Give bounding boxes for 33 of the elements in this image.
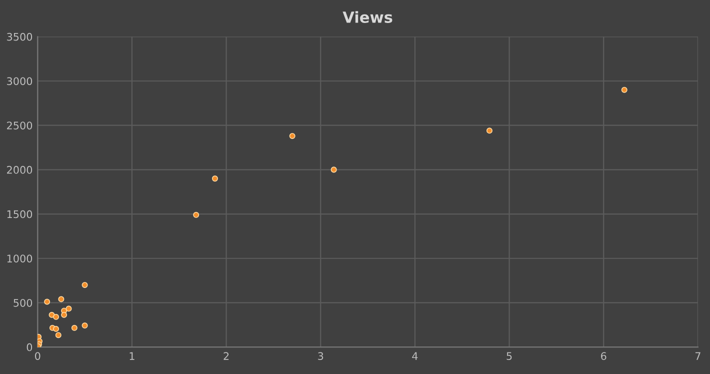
x-tick-label: 7: [695, 352, 700, 360]
x-tick-label: 3: [318, 352, 324, 360]
x-tick-label: 4: [412, 352, 418, 360]
x-tick-label: 6: [601, 352, 606, 360]
point: [53, 326, 60, 332]
y-tick-label: 2000: [7, 166, 32, 174]
chart-title: Views: [342, 11, 392, 23]
x-tick-label: 2: [224, 352, 229, 360]
point: [55, 332, 62, 338]
y-tick-label: 2500: [7, 122, 32, 130]
point: [61, 312, 68, 318]
point: [193, 212, 200, 218]
point: [44, 298, 50, 305]
y-tick-label: 500: [14, 298, 32, 307]
y-tick-label: 3500: [7, 32, 32, 41]
y-tick-label: 1000: [7, 254, 32, 262]
point: [621, 86, 628, 93]
x-tick-label: 0: [35, 352, 40, 360]
x-tick-label: 5: [506, 352, 512, 360]
point: [330, 166, 337, 173]
point: [82, 282, 88, 288]
point: [58, 296, 64, 302]
y-tick-label: 1500: [7, 210, 32, 218]
y-tick-label: 3000: [7, 77, 32, 86]
point: [289, 132, 296, 140]
point: [486, 128, 492, 134]
point: [66, 306, 72, 312]
point: [71, 324, 78, 331]
point: [82, 322, 88, 329]
point: [212, 176, 218, 182]
y-tick-label: 0: [26, 343, 32, 352]
point: [53, 314, 60, 320]
x-tick-label: 1: [130, 352, 134, 360]
